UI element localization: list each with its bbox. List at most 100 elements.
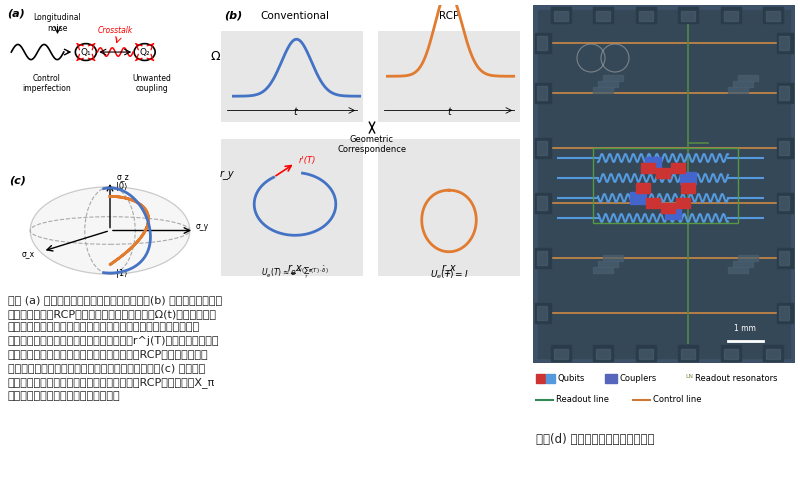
Bar — [738, 75, 758, 81]
Bar — [598, 81, 618, 87]
Bar — [779, 141, 789, 155]
Bar — [537, 36, 547, 50]
Bar — [733, 261, 753, 267]
Text: Unwanted
coupling: Unwanted coupling — [133, 74, 171, 93]
Bar — [681, 11, 695, 21]
FancyBboxPatch shape — [221, 30, 362, 122]
Bar — [537, 196, 547, 210]
Bar — [535, 83, 551, 103]
Bar — [738, 255, 758, 261]
Bar — [777, 193, 793, 213]
Bar — [596, 349, 610, 359]
Bar — [728, 267, 748, 273]
Bar — [537, 306, 547, 320]
Bar — [671, 163, 685, 173]
Text: Couplers: Couplers — [619, 374, 656, 383]
Bar — [777, 33, 793, 53]
Bar — [777, 138, 793, 158]
Text: (a): (a) — [7, 8, 25, 18]
Bar — [593, 148, 738, 223]
Bar — [536, 374, 545, 383]
Bar — [551, 345, 571, 361]
Text: 图一(d) 实验所用的超导量子芑片。: 图一(d) 实验所用的超导量子芑片。 — [536, 433, 654, 446]
Text: |1⟩: |1⟩ — [116, 270, 128, 278]
Bar — [598, 261, 618, 267]
Text: σ_y: σ_y — [196, 222, 210, 231]
Bar — [593, 267, 613, 273]
Bar — [763, 345, 783, 361]
Bar — [779, 306, 789, 320]
Bar — [593, 87, 613, 93]
Text: 1 mm: 1 mm — [734, 324, 756, 333]
Bar — [779, 36, 789, 50]
Text: σ_z: σ_z — [116, 172, 129, 181]
FancyBboxPatch shape — [378, 30, 520, 122]
Circle shape — [30, 187, 190, 274]
Bar — [779, 251, 789, 265]
Text: t: t — [447, 107, 451, 117]
Bar — [636, 345, 656, 361]
Bar — [535, 193, 551, 213]
Text: RCP: RCP — [439, 11, 459, 21]
Text: Conventional: Conventional — [261, 11, 330, 21]
Bar — [656, 168, 670, 178]
Bar — [766, 11, 780, 21]
Bar — [724, 11, 738, 21]
Bar — [661, 203, 675, 213]
Bar — [535, 33, 551, 53]
Text: |0⟩: |0⟩ — [116, 182, 128, 191]
Bar — [535, 248, 551, 268]
Bar — [554, 349, 568, 359]
Bar — [665, 207, 681, 219]
Bar — [630, 192, 646, 204]
Bar — [681, 183, 695, 193]
Bar — [779, 196, 789, 210]
Bar — [605, 374, 617, 383]
Text: Qubits: Qubits — [557, 374, 584, 383]
Text: r_y: r_y — [220, 169, 234, 179]
Text: Control
imperfection: Control imperfection — [22, 74, 71, 93]
Text: Longitudinal
noise: Longitudinal noise — [34, 13, 82, 33]
Bar — [639, 349, 653, 359]
Text: ᴸᴺ: ᴸᴺ — [685, 374, 693, 383]
Bar — [537, 251, 547, 265]
Text: Geometric
Correspondence: Geometric Correspondence — [338, 135, 406, 154]
Bar — [535, 303, 551, 323]
Bar — [645, 157, 661, 169]
Bar — [777, 83, 793, 103]
Bar — [678, 7, 698, 23]
Text: Control line: Control line — [653, 395, 702, 405]
Text: Ω: Ω — [210, 50, 220, 63]
Text: t: t — [293, 107, 297, 117]
Bar — [636, 7, 656, 23]
Bar — [537, 86, 547, 100]
Bar — [639, 11, 653, 21]
Text: Q₂: Q₂ — [139, 48, 150, 56]
Bar — [678, 345, 698, 361]
Text: $U_e(T)\approx e^{-i(\sum_T\mathbf{r}(T)\cdot\hat{\delta})}$: $U_e(T)\approx e^{-i(\sum_T\mathbf{r}(T)… — [261, 264, 329, 281]
Bar — [636, 183, 650, 193]
FancyBboxPatch shape — [378, 139, 520, 276]
Bar — [551, 7, 571, 23]
Text: Readout line: Readout line — [556, 395, 609, 405]
Bar — [593, 345, 613, 361]
Bar — [763, 7, 783, 23]
Bar — [646, 198, 660, 208]
Bar — [733, 81, 753, 87]
Text: r_x: r_x — [442, 263, 456, 273]
Bar — [721, 7, 741, 23]
Bar — [603, 75, 623, 81]
Text: Readout resonators: Readout resonators — [695, 374, 778, 383]
Bar — [676, 198, 690, 208]
Text: σ_x: σ_x — [22, 249, 35, 258]
Bar — [728, 87, 748, 93]
Bar — [593, 7, 613, 23]
Text: $U_e(T)=I$: $U_e(T)=I$ — [430, 269, 468, 281]
Bar — [546, 374, 555, 383]
Bar — [596, 11, 610, 21]
Bar — [641, 163, 655, 173]
FancyBboxPatch shape — [221, 139, 362, 276]
Text: r'(T): r'(T) — [298, 156, 315, 165]
Bar — [766, 349, 780, 359]
Bar — [680, 172, 696, 184]
